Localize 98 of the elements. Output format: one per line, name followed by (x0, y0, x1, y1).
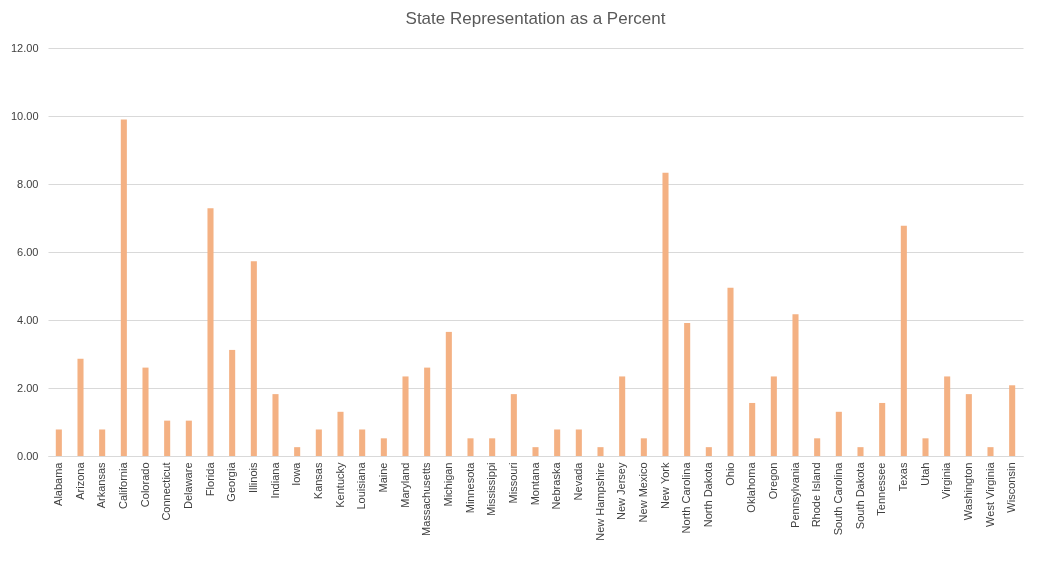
bar (705, 447, 712, 456)
x-tick-label: Maryland (398, 462, 411, 508)
bar (900, 225, 907, 456)
x-tick-label: Virginia (940, 461, 953, 499)
x-tick-label: Louisiana (355, 461, 368, 510)
bar (987, 447, 994, 456)
x-tick-label: New Hampshire (593, 462, 606, 541)
bar (554, 429, 561, 456)
bar (532, 447, 539, 456)
chart-title: State Representation as a Percent (405, 9, 666, 28)
bar (185, 420, 192, 456)
x-tick-label: Georgia (225, 461, 238, 502)
x-tick-label: Indiana (268, 461, 281, 499)
bar (402, 376, 409, 456)
bar (142, 367, 149, 456)
x-tick-label: Utah (918, 462, 931, 486)
x-tick-label: Pennsylvania (788, 461, 801, 528)
x-tick-label: North Carolina (680, 461, 693, 534)
x-tick-label: Oklahoma (745, 461, 758, 513)
x-tick-label: Ohio (723, 462, 736, 486)
x-tick-label: Wisconsin (1005, 462, 1018, 513)
bar (229, 349, 236, 456)
bar (359, 429, 366, 456)
bar (207, 208, 214, 456)
bar (835, 411, 842, 456)
x-tick-label: Minnesota (463, 461, 476, 514)
bar (55, 429, 62, 456)
x-tick-label: Missouri (506, 462, 519, 504)
bar (489, 438, 496, 456)
bar (337, 411, 344, 456)
x-tick-label: Illinois (246, 462, 259, 494)
x-tick-label: Massachusetts (420, 462, 433, 536)
bar (662, 172, 669, 456)
bar (857, 447, 864, 456)
x-tick-label: Kansas (311, 462, 324, 500)
x-tick-label: Alabama (51, 461, 64, 506)
bar (99, 429, 106, 456)
x-tick-label: Washington (961, 462, 974, 521)
x-tick-label: New York (658, 462, 671, 509)
x-tick-label: Montana (528, 461, 541, 506)
x-tick-label: Tennessee (875, 462, 888, 516)
x-tick-label: Rhode Island (810, 462, 823, 528)
x-tick-label: Arizona (73, 461, 86, 500)
bar (727, 287, 734, 456)
bar (250, 261, 257, 456)
x-tick-label: New Jersey (615, 462, 628, 520)
x-tick-label: North Dakota (701, 461, 714, 528)
bar (619, 376, 626, 456)
y-tick-label: 8.00 (17, 177, 39, 190)
bar (164, 420, 171, 456)
x-tick-label: Nebraska (550, 461, 563, 510)
y-tick-label: 6.00 (17, 245, 39, 258)
x-tick-label: Michigan (441, 462, 454, 507)
bar (424, 367, 431, 456)
y-tick-label: 10.00 (10, 109, 39, 122)
bar (445, 331, 452, 456)
x-tick-label: Nevada (571, 461, 584, 501)
bar (272, 394, 279, 456)
x-tick-label: Florida (203, 461, 216, 497)
bar (77, 358, 84, 456)
bar (814, 438, 821, 456)
bar (597, 447, 604, 456)
x-tick-label: Kentucky (333, 462, 346, 508)
y-tick-label: 4.00 (17, 313, 39, 326)
y-tick-label: 2.00 (17, 381, 39, 394)
x-tick-label: New Mexico (636, 462, 649, 523)
bar (294, 447, 301, 456)
x-tick-label: California (116, 461, 129, 509)
bar (120, 119, 127, 456)
bar (684, 323, 691, 456)
bar (510, 394, 517, 456)
x-tick-label: Delaware (181, 462, 194, 509)
x-tick-label: West Virginia (983, 461, 996, 527)
x-tick-label: South Carolina (831, 461, 844, 536)
bar (575, 429, 582, 456)
bar (965, 394, 972, 456)
x-tick-label: Maine (376, 462, 389, 493)
x-tick-label: Connecticut (160, 462, 173, 521)
x-tick-label: Arkansas (95, 462, 108, 509)
bar (792, 314, 799, 456)
x-tick-label: South Dakota (853, 461, 866, 530)
bar (879, 402, 886, 456)
bar (749, 402, 756, 456)
bar (467, 438, 474, 456)
bar (315, 429, 322, 456)
bar (380, 438, 387, 456)
y-tick-label: 12.00 (10, 41, 39, 54)
x-tick-label: Texas (896, 462, 909, 492)
bar (922, 438, 929, 456)
x-tick-label: Iowa (290, 461, 303, 486)
bar (944, 376, 951, 456)
x-tick-label: Oregon (766, 462, 779, 500)
bar (770, 376, 777, 456)
x-tick-label: Mississippi (485, 462, 498, 516)
bar (1009, 385, 1016, 456)
y-tick-label: 0.00 (17, 449, 39, 462)
bar (640, 438, 647, 456)
x-tick-label: Colorado (138, 462, 151, 508)
